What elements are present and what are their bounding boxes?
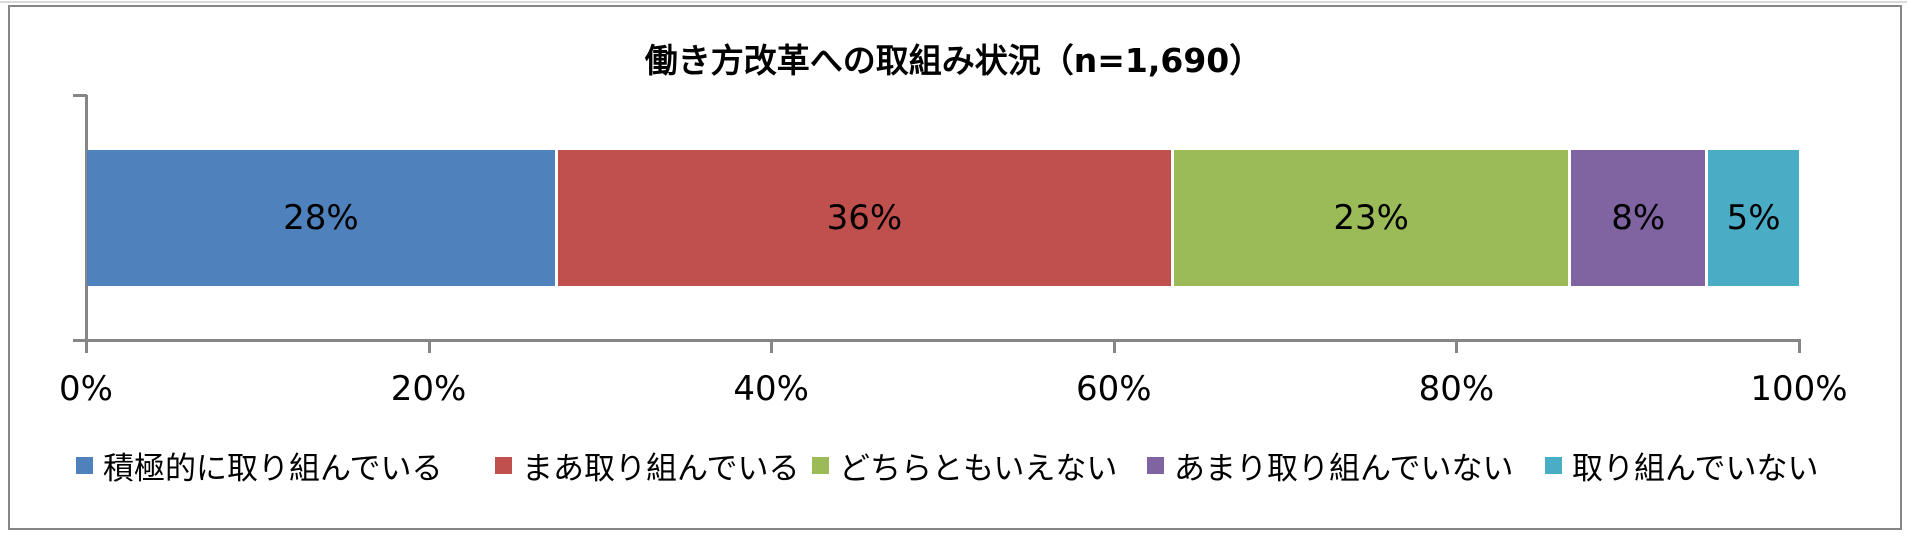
legend-label: 積極的に取り組んでいる bbox=[103, 450, 443, 487]
legend-swatch-icon bbox=[812, 456, 829, 474]
x-axis-tick bbox=[427, 339, 431, 353]
data-label: 28% bbox=[283, 198, 359, 238]
x-tick-label: 100% bbox=[1750, 369, 1848, 409]
data-label: 5% bbox=[1726, 198, 1781, 238]
legend-item: どちらともいえない bbox=[812, 445, 1118, 487]
x-tick-label: 0% bbox=[59, 369, 113, 409]
legend-label: まあ取り組んでいる bbox=[522, 450, 800, 487]
x-axis-tick bbox=[1455, 339, 1459, 353]
x-tick-label: 20% bbox=[390, 369, 467, 409]
data-label: 36% bbox=[826, 198, 903, 238]
data-label: 23% bbox=[1333, 198, 1409, 238]
bar-segment: 28% bbox=[87, 150, 558, 286]
bar-segment: 5% bbox=[1708, 150, 1799, 286]
legend-item: 積極的に取り組んでいる bbox=[76, 445, 443, 487]
legend-swatch-icon bbox=[76, 456, 93, 474]
legend-swatch-icon bbox=[1545, 456, 1562, 474]
x-axis-tick bbox=[1112, 339, 1116, 353]
x-axis-tick bbox=[85, 339, 88, 353]
bar-segment: 23% bbox=[1174, 150, 1572, 286]
stacked-bar: 28% 36% 23% 8% 5% bbox=[87, 150, 1799, 286]
x-axis-tick bbox=[770, 339, 774, 353]
legend-label: あまり取り組んでいない bbox=[1174, 450, 1514, 487]
legend-swatch-icon bbox=[495, 456, 512, 474]
x-axis-tick bbox=[1798, 339, 1801, 353]
data-label: 8% bbox=[1611, 198, 1666, 238]
legend-item: 取り組んでいない bbox=[1545, 445, 1819, 487]
x-tick-label: 40% bbox=[733, 369, 809, 409]
y-axis-tick bbox=[73, 94, 87, 97]
bar-segment: 36% bbox=[557, 150, 1175, 286]
legend-label: どちらともいえない bbox=[839, 450, 1118, 487]
chart-title: 働き方改革への取組み状況（n=1,690） bbox=[644, 41, 1263, 80]
y-axis-line bbox=[85, 95, 88, 342]
window-top-edge bbox=[0, 1, 1907, 3]
bar-segment: 8% bbox=[1571, 150, 1709, 286]
legend-swatch-icon bbox=[1147, 456, 1164, 474]
x-tick-label: 60% bbox=[1076, 369, 1152, 409]
legend-item: まあ取り組んでいる bbox=[495, 445, 800, 487]
legend-item: あまり取り組んでいない bbox=[1147, 445, 1514, 487]
x-tick-label: 80% bbox=[1418, 369, 1495, 409]
x-axis-line bbox=[73, 339, 1801, 342]
legend-label: 取り組んでいない bbox=[1572, 450, 1819, 487]
